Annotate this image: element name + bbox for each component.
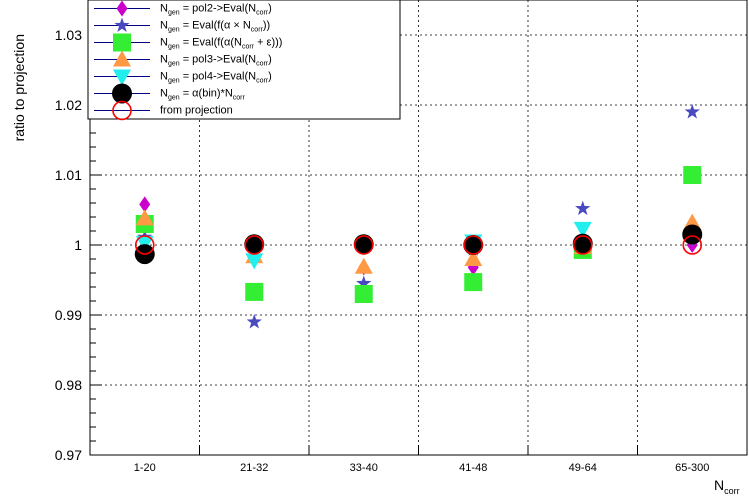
legend-text-sub: gen [168, 10, 180, 17]
legend-entry: Ngen = α(bin)*Ncorr [160, 88, 246, 102]
y-tick-label: 1.01 [55, 167, 82, 183]
data-point-circle [353, 234, 374, 255]
legend-text-sub: gen [168, 61, 180, 68]
legend-text-sub: gen [168, 44, 180, 51]
legend-entry: Ngen = pol4->Eval(Ncorr) [160, 71, 272, 85]
data-point-star [246, 314, 262, 329]
legend-text-sub: corr [256, 78, 269, 85]
data-point-square [464, 273, 483, 292]
x-tick-label: 1-20 [134, 462, 156, 474]
legend: Ngen = pol2->Eval(Ncorr)Ngen = Eval(f(α … [87, 0, 401, 121]
legend-text-sub: corr [251, 27, 264, 34]
legend-text-main: = Eval(f(α(N [180, 37, 242, 49]
data-point-square [683, 166, 702, 184]
data-point-open-circle [572, 235, 593, 255]
legend-text-sub: gen [168, 95, 180, 102]
y-tick-label: 0.97 [55, 447, 82, 463]
data-point-triangle-up [464, 250, 483, 266]
legend-text-main: )) [263, 20, 270, 32]
x-axis-title-sub: corr [724, 486, 740, 496]
legend-text-sub: corr [242, 44, 255, 51]
legend-text-main: N [160, 54, 168, 66]
legend-text-sub: gen [168, 78, 180, 85]
legend-text-sub: gen [168, 27, 180, 34]
data-point-diamond [139, 196, 151, 213]
legend-text-main: ) [268, 54, 272, 66]
legend-text-main: = Eval(f(α × N [180, 20, 251, 32]
data-point-star [575, 200, 591, 216]
legend-marker-square [113, 33, 131, 52]
y-tick-label: 1.03 [55, 27, 82, 43]
data-point-circle [463, 235, 484, 255]
x-tick-label: 21-32 [240, 462, 268, 474]
legend-text-main: = α(bin)*N [180, 88, 233, 100]
legend-entry: from projection [160, 105, 233, 117]
legend-text-main: N [160, 3, 168, 15]
legend-entry: Ngen = pol3->Eval(Ncorr) [160, 54, 272, 68]
data-point-open-circle [463, 235, 484, 255]
data-point-circle [572, 233, 593, 254]
legend-text-main: N [160, 88, 168, 100]
data-point-triangle-down [245, 253, 264, 270]
data-point-triangle-down [135, 235, 154, 252]
data-point-open-circle [244, 235, 265, 255]
x-axis-title: Ncorr [714, 477, 740, 496]
legend-text-main: ) [268, 71, 272, 83]
series-5 [134, 224, 703, 265]
legend-text-main: = pol4->Eval(N [180, 71, 256, 83]
legend-entry: Ngen = Eval(f(α × Ncorr)) [160, 20, 270, 34]
legend-text-main: from projection [160, 105, 233, 117]
data-point-open-circle [134, 235, 155, 255]
legend-text-sub: corr [256, 61, 269, 68]
legend-entry: Ngen = Eval(f(α(Ncorr + ε))) [160, 37, 282, 51]
x-tick-label: 33-40 [350, 462, 378, 474]
series-6 [134, 235, 703, 255]
legend-text-main: = pol3->Eval(N [180, 54, 256, 66]
y-tick-label: 0.99 [55, 307, 82, 323]
legend-marker-triangle-down [113, 69, 131, 86]
x-tick-label: 41-48 [459, 462, 487, 474]
legend-marker-circle [112, 83, 132, 104]
x-axis-title-main: N [714, 477, 724, 493]
data-point-open-circle [682, 235, 703, 255]
x-axis: 1-20 21-32 33-40 41-48 49-64 65-300 [134, 445, 709, 474]
legend-text-main: ) [268, 3, 272, 15]
y-tick-label: 1 [74, 237, 82, 253]
legend-marker-open-circle [112, 100, 132, 121]
y-axis-title: ratio to projection [11, 34, 27, 141]
legend-entry: Ngen = pol2->Eval(Ncorr) [160, 3, 272, 17]
legend-marker-diamond [116, 0, 128, 17]
legend-text-sub: corr [256, 10, 269, 17]
data-point-square [245, 282, 264, 301]
legend-text-main: + ε))) [254, 37, 282, 49]
data-point-circle [682, 224, 703, 245]
x-tick-label: 65-300 [675, 462, 709, 474]
data-points [134, 104, 703, 329]
data-point-star [684, 104, 700, 119]
legend-text-main: N [160, 20, 168, 32]
legend-text-main: = pol2->Eval(N [180, 3, 256, 15]
data-point-triangle-up [135, 209, 154, 226]
y-axis: 0.97 0.98 0.99 1 1.01 1.02 1.03 [55, 6, 102, 463]
legend-text-main: N [160, 71, 168, 83]
y-tick-label: 1.02 [55, 97, 82, 113]
data-point-square [354, 285, 373, 303]
data-point-triangle-down [573, 221, 592, 238]
data-point-star [356, 275, 372, 290]
legend-text-main: N [160, 37, 168, 49]
x-tick-label: 49-64 [569, 462, 597, 474]
legend-marker-star [114, 17, 130, 32]
data-point-circle [244, 234, 265, 255]
legend-text-sub: corr [233, 95, 246, 102]
data-point-open-circle [353, 235, 374, 255]
legend-marker-triangle-up [113, 50, 131, 67]
data-point-triangle-up [354, 257, 373, 274]
y-tick-label: 0.98 [55, 377, 82, 393]
